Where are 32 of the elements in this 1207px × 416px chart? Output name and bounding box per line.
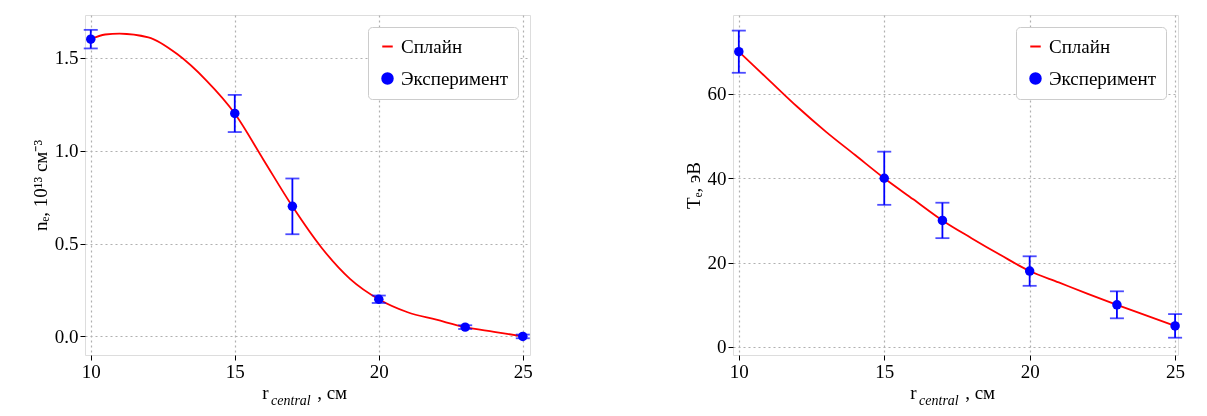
y-tick-label: 0.0 [54,325,79,347]
point [1170,321,1180,331]
point [734,46,744,57]
point [287,201,298,212]
legend-label: Эксперимент [401,67,509,89]
x-tick-label: 25 [513,360,533,382]
x-tick-label: 10 [729,360,749,382]
point [937,215,948,226]
point [230,108,240,119]
legend-label: Эксперимент [1049,67,1157,89]
point [1024,266,1035,276]
y-tick-label: 60 [707,83,727,105]
x-tick-label: 15 [225,360,245,382]
x-tick-label: 25 [1166,360,1186,382]
x-tick-label: 10 [81,360,101,382]
legend-label: Сплайн [1049,35,1111,57]
y-tick-label: 0.5 [54,233,79,255]
point [86,34,96,44]
y-tick-label: 1.0 [54,140,79,162]
legend-label: Сплайн [401,35,463,57]
y-axis-title: Tₑ, эВ [682,162,704,209]
y-tick-label: 0 [717,336,727,358]
point [1112,300,1122,310]
y-axis-title: nₑ, 10¹³ см⁻³ [29,139,51,232]
point [460,322,470,332]
y-tick-label: 1.5 [54,47,79,69]
x-tick-label: 15 [875,360,895,382]
point [879,173,889,183]
y-tick-label: 20 [707,252,727,274]
x-tick-label: 20 [1020,360,1040,382]
x-tick-label: 20 [369,360,389,382]
y-tick-label: 40 [707,167,727,189]
